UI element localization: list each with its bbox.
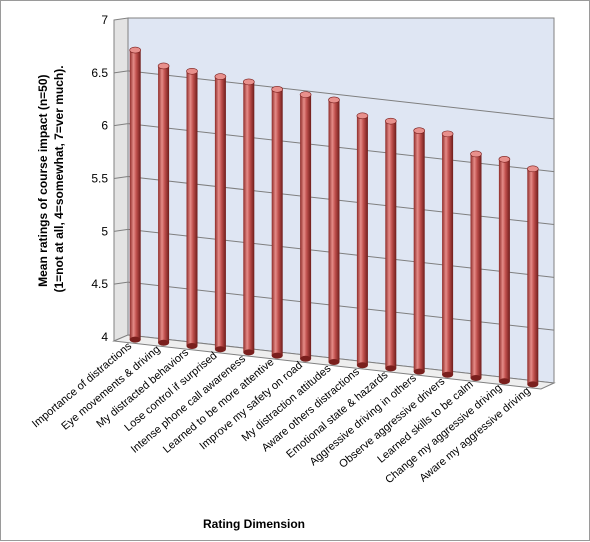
gridline xyxy=(127,228,555,278)
bar-base xyxy=(300,355,312,362)
gridline xyxy=(127,281,555,331)
bar-top xyxy=(243,78,255,86)
x-axis-title: Rating Dimension xyxy=(203,517,305,531)
gridline xyxy=(127,176,555,225)
bar xyxy=(413,127,426,375)
bar xyxy=(470,150,482,381)
bar-base xyxy=(271,352,283,359)
bar-base xyxy=(186,343,198,349)
gridline-side xyxy=(113,176,129,179)
bar-body xyxy=(243,81,255,353)
gridlines xyxy=(113,70,555,331)
bar-body xyxy=(214,76,226,350)
bar-top xyxy=(356,112,369,120)
bar-top xyxy=(470,150,482,158)
bar-body xyxy=(129,50,141,340)
y-axis-title-line1: Mean ratings of course impact (n=50) xyxy=(36,74,50,286)
bar xyxy=(526,165,539,388)
bar xyxy=(498,156,511,385)
bar-body xyxy=(413,130,425,372)
gridline xyxy=(127,123,555,173)
bar xyxy=(356,112,369,369)
bar xyxy=(157,62,170,346)
bar-base xyxy=(470,375,482,381)
bar-body xyxy=(498,159,510,382)
y-tick-label: 5.5 xyxy=(91,172,108,186)
bar-top xyxy=(214,73,227,80)
y-tick-label: 4 xyxy=(101,330,108,344)
bar-top xyxy=(413,127,426,134)
bar-body xyxy=(186,71,198,347)
bar xyxy=(129,46,141,343)
bar xyxy=(441,130,454,378)
y-tick-label: 5 xyxy=(101,224,108,238)
bar xyxy=(328,96,340,365)
bar xyxy=(299,91,312,362)
gridline-side xyxy=(113,70,129,74)
bar-body xyxy=(356,115,368,366)
bar-body xyxy=(328,99,340,363)
y-tick-label: 7 xyxy=(101,13,108,27)
bar xyxy=(186,67,198,349)
y-axis-ticks: 4 4.5 5 5.5 6 6.5 7 xyxy=(91,13,108,344)
bar-body xyxy=(385,121,397,369)
bar xyxy=(214,73,227,353)
y-tick-label: 6 xyxy=(101,119,108,133)
bar-top xyxy=(299,91,312,98)
bar-body xyxy=(527,168,539,385)
bar-base xyxy=(413,368,425,375)
bar-body xyxy=(300,94,312,359)
gridline-side xyxy=(113,123,129,127)
chart-side-wall xyxy=(113,17,129,342)
bar-base xyxy=(498,378,510,385)
bar-top xyxy=(498,156,511,163)
gridline xyxy=(127,70,555,120)
bar-top xyxy=(186,67,198,75)
y-tick-label: 4.5 xyxy=(91,277,108,291)
bar-base xyxy=(214,346,226,353)
bar-base xyxy=(385,365,397,372)
bar-base xyxy=(527,381,539,388)
bar-base xyxy=(243,349,255,356)
gridline-side xyxy=(113,281,129,285)
bar-body xyxy=(271,89,283,356)
bar-base xyxy=(328,359,340,365)
bar xyxy=(384,117,397,372)
y-tick-label: 6.5 xyxy=(91,66,108,80)
bar-base xyxy=(129,336,141,343)
bar-top xyxy=(157,62,170,70)
bar xyxy=(243,78,255,356)
bar-body xyxy=(442,133,454,375)
bar-top xyxy=(129,46,141,54)
bar-top xyxy=(384,117,397,125)
bar-base xyxy=(158,339,170,346)
bar xyxy=(271,86,284,359)
y-axis-title-line2: (1=not at all, 4=somewhat, 7=ver much). xyxy=(52,65,66,292)
bar-base xyxy=(356,362,368,369)
y-axis-title: Mean ratings of course impact (n=50) (1=… xyxy=(36,65,66,292)
bar-top xyxy=(526,165,539,173)
gridline-side xyxy=(113,228,129,232)
bar-top xyxy=(328,96,340,104)
bar-body xyxy=(158,65,170,343)
bar-body xyxy=(470,153,482,378)
bar-top xyxy=(271,86,284,93)
bars xyxy=(129,46,539,388)
bar-base xyxy=(442,371,454,378)
bar-top xyxy=(441,130,454,138)
